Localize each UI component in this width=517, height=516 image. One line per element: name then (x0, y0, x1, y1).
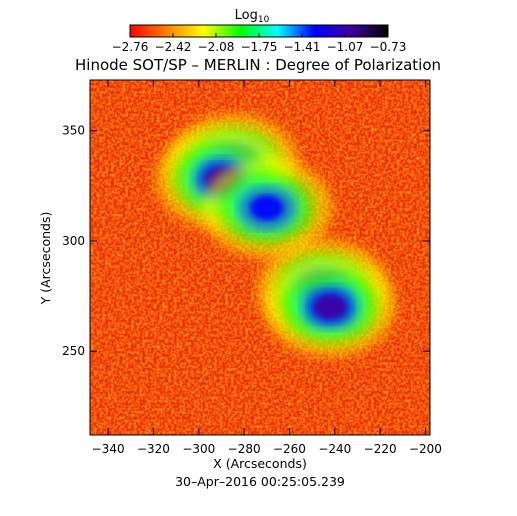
x-tick-label: −340 (92, 442, 125, 456)
timestamp: 30–Apr–2016 00:25:05.239 (175, 474, 345, 489)
x-tick-label: −240 (318, 442, 351, 456)
y-tick-label: 250 (62, 344, 85, 358)
chart-title: Hinode SOT/SP – MERLIN : Degree of Polar… (75, 56, 441, 74)
x-tick-label: −260 (273, 442, 306, 456)
x-tick-label: −280 (228, 442, 261, 456)
x-axis-label: X (Arcseconds) (213, 456, 307, 471)
colorbar-title: Log10 (235, 8, 270, 25)
polarization-features (156, 114, 396, 357)
x-tick-label: −300 (182, 442, 215, 456)
feature-core (250, 195, 283, 220)
colorbar: Log10 −2.76 −2.42 −2.08 −1.75 −1.41 −1.07 −0.7… (112, 8, 407, 54)
feature-core (314, 295, 347, 320)
colorbar-title-base: Log (235, 8, 258, 23)
y-tick-label: 300 (62, 234, 85, 248)
colorbar-title-subscript: 10 (258, 15, 270, 25)
colorbar-tick-label: −2.08 (198, 40, 235, 54)
colorbar-ticks: −2.76 −2.42 −2.08 −1.75 −1.41 −1.07 −0.73 (112, 33, 407, 54)
y-axis-label: Y (Arcseconds) (38, 212, 53, 306)
x-tick-label: −200 (409, 442, 442, 456)
x-axis-ticks: −340 −320 −300 −280 −260 −240 −220 −200 (92, 80, 442, 456)
heatmap-area (90, 80, 430, 435)
colorbar-tick-label: −2.42 (155, 40, 192, 54)
colorbar-tick-label: −0.73 (370, 40, 407, 54)
x-tick-label: −220 (364, 442, 397, 456)
colorbar-tick-label: −1.75 (241, 40, 278, 54)
plot-frame (89, 79, 431, 436)
x-tick-label: −320 (137, 442, 170, 456)
colorbar-tick-label: −1.07 (327, 40, 364, 54)
colorbar-tick-label: −1.41 (284, 40, 321, 54)
y-tick-label: 350 (62, 124, 85, 138)
colorbar-tick-label: −2.76 (112, 40, 149, 54)
y-axis-ticks: 250 300 350 (62, 124, 430, 358)
